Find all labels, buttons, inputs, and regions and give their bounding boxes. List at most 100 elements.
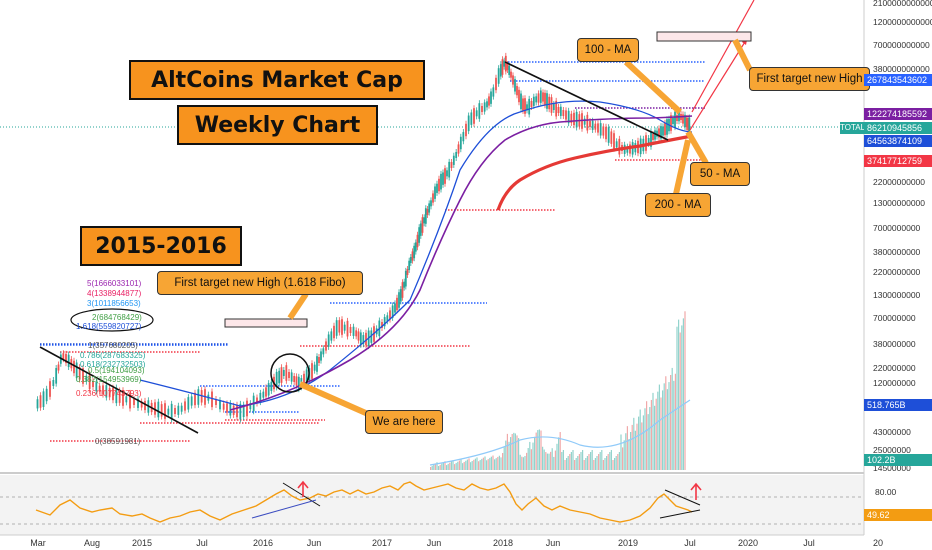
candle-body (280, 367, 283, 383)
candle-body (654, 130, 656, 140)
candle-body (290, 372, 293, 382)
volume-bar (521, 456, 523, 470)
volume-bar (436, 462, 438, 470)
y-tick-label: 700000000000 (873, 40, 930, 50)
volume-bar (487, 459, 489, 470)
candle-body (599, 123, 602, 136)
candle-body (508, 65, 511, 75)
volume-bar (612, 460, 614, 470)
candle-body (122, 390, 124, 406)
volume-bar (585, 458, 587, 470)
candle-body (215, 399, 217, 405)
volume-bar (540, 430, 542, 470)
candle-body (575, 111, 578, 128)
volume-bar (518, 438, 520, 470)
volume-bar (647, 414, 649, 470)
candle-body (177, 405, 180, 415)
candle-body (555, 100, 558, 117)
x-tick-label: 20 (873, 538, 883, 548)
candle-body (465, 123, 467, 137)
volume-bar (610, 450, 612, 470)
volume-bar (433, 464, 435, 470)
volume-bar (583, 460, 585, 470)
candle-body (546, 93, 548, 109)
candle-body (370, 330, 373, 343)
volume-bar (575, 458, 577, 470)
callout-100-ma: 100 - MA (577, 38, 639, 62)
volume-bar (502, 453, 504, 470)
candle-body (333, 325, 335, 339)
candle-body (338, 320, 341, 333)
callout-pointer-200ma (673, 139, 691, 195)
volume-bar (666, 389, 668, 470)
candle-body (105, 385, 108, 398)
volume-bar (519, 454, 521, 470)
volume-bar (534, 436, 536, 470)
candle-body (144, 400, 146, 411)
candle-body (391, 305, 394, 318)
volume-bar (674, 373, 676, 470)
volume-bar (460, 459, 462, 470)
oscillator-pane (0, 475, 864, 535)
candle-body (550, 97, 553, 113)
volume-bar (462, 463, 464, 470)
candle-body (320, 351, 322, 361)
volume-bar (558, 437, 560, 470)
candle-body (660, 126, 662, 139)
candle-body (524, 98, 526, 114)
y-tick-label: 2200000000 (873, 267, 921, 277)
volume-bar (607, 454, 609, 470)
volume-bar (474, 458, 476, 470)
candle-body (537, 93, 540, 103)
volume-bar (670, 375, 672, 470)
candle-body (316, 356, 318, 372)
volume-bar (658, 384, 660, 470)
osc-tick-label: 80.00 (875, 487, 897, 497)
y-tick-label: 3800000000 (873, 247, 921, 257)
candle-body (448, 161, 451, 178)
volume-bar (654, 405, 656, 470)
volume-bar (524, 455, 526, 470)
candle-body (516, 86, 518, 96)
oscillator-line (35, 481, 693, 523)
volume-bar (596, 456, 598, 470)
volume-bar (438, 466, 440, 470)
candle-body (462, 132, 465, 142)
volume-bar (508, 441, 510, 470)
y-tick-label: 22000000000 (873, 177, 925, 187)
candle-body (570, 113, 573, 123)
candle-body (414, 242, 417, 252)
candle-body (613, 133, 615, 149)
volume-bar (470, 462, 472, 470)
x-tick-label: Jun (546, 538, 561, 548)
candle-body (190, 396, 193, 406)
candle-body (160, 404, 163, 417)
candle-body (293, 376, 296, 382)
volume-bar (527, 448, 529, 470)
fib-label-2: 2(684768429) (92, 313, 142, 322)
candle-body (275, 371, 278, 388)
candle-body (78, 367, 81, 380)
candle-body (610, 131, 613, 144)
volume-bar (615, 456, 617, 470)
volume-bar (466, 459, 468, 470)
volume-bar (574, 460, 576, 470)
candle-body (501, 59, 504, 75)
osc-trendline-2016-top (282, 482, 321, 507)
candle-body (473, 108, 475, 124)
candle-body (674, 111, 676, 128)
candle-body (559, 106, 562, 116)
candle-body (535, 96, 538, 103)
volume-bar (535, 432, 537, 470)
volume-bar (570, 452, 572, 470)
ma100-line (229, 115, 693, 411)
volume-bar (572, 450, 574, 470)
candle-body (197, 389, 200, 405)
candle-body (285, 365, 288, 381)
candle-body (452, 155, 455, 165)
candle-body (65, 353, 67, 364)
candle-body (297, 376, 300, 390)
candle-body (687, 117, 689, 131)
y-tick-label: 14500000 (873, 463, 911, 473)
volume-bar (582, 450, 584, 470)
